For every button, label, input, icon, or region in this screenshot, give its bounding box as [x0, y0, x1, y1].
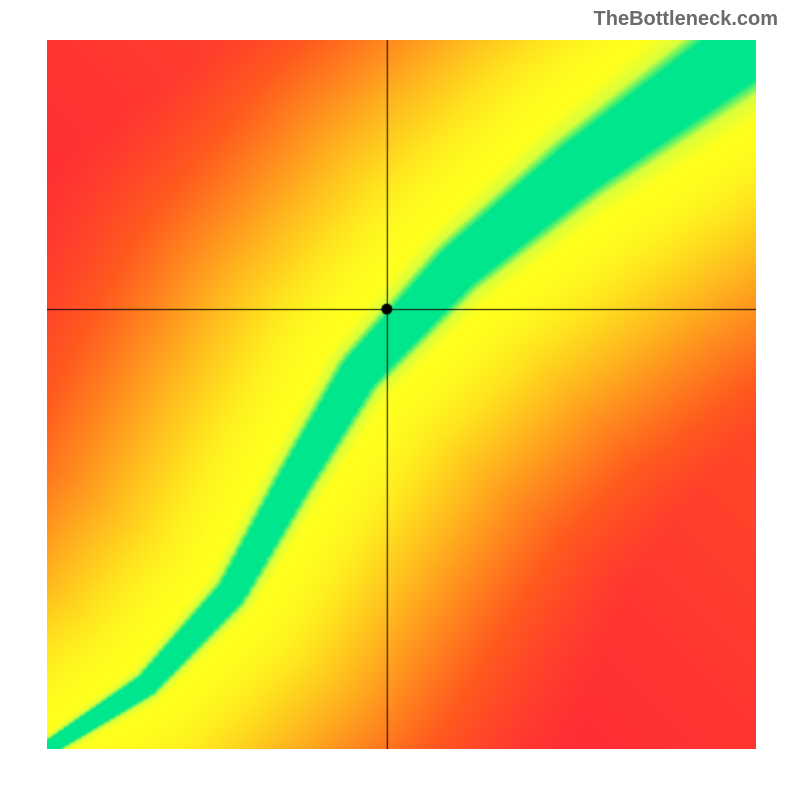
chart-container: TheBottleneck.com — [0, 0, 800, 800]
bottleneck-heatmap — [47, 40, 756, 749]
attribution-text: TheBottleneck.com — [594, 8, 778, 31]
